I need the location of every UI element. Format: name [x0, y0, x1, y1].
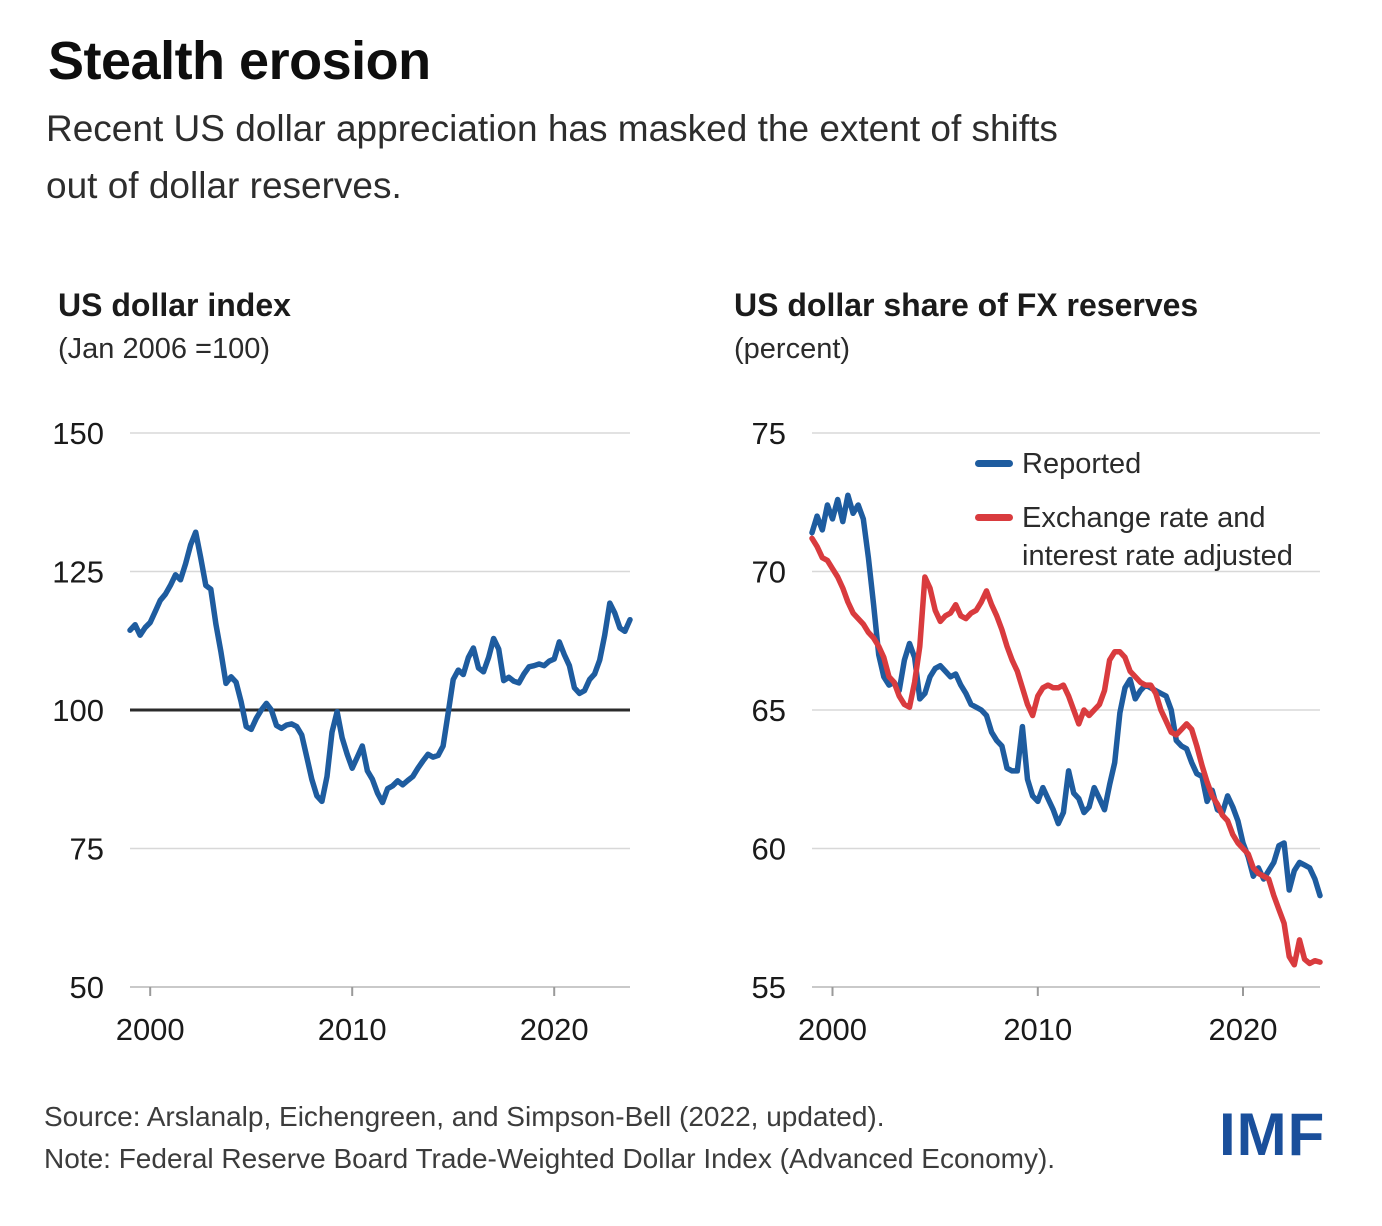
left-chart-header: US dollar index (Jan 2006 =100) [58, 287, 291, 366]
right-chart-header: US dollar share of FX reserves (percent) [734, 287, 1198, 366]
note-text: Note: Federal Reserve Board Trade-Weight… [44, 1143, 1056, 1174]
right-chart-title: US dollar share of FX reserves [734, 287, 1199, 323]
legend-label-reported: Reported [1022, 448, 1141, 480]
y-tick-label: 75 [752, 416, 786, 451]
source-text: Source: Arslanalp, Eichengreen, and Simp… [44, 1101, 885, 1132]
legend: Reported Exchange rate and interest rate a… [975, 448, 1293, 572]
y-tick-label: 50 [70, 970, 104, 1005]
y-tick-label: 125 [52, 555, 104, 590]
x-tick-label: 2010 [1003, 1012, 1072, 1047]
y-tick-label: 55 [752, 970, 786, 1005]
figure-title: Stealth erosion [48, 31, 431, 91]
legend-swatch-reported [975, 460, 1013, 467]
imf-logo: IMF [1219, 1101, 1326, 1168]
charts-canvas: 50 75 100 125 150 2000 2010 2020 55 60 65 70 75 2000 2… [0, 400, 1382, 1072]
charts-svg: 50 75 100 125 150 2000 2010 2020 55 60 65 70 75 2000 2… [52, 416, 1323, 1047]
chart-us-dollar-index: 50 75 100 125 150 2000 2010 2020 [52, 416, 633, 1047]
y-tick-label: 65 [752, 693, 786, 728]
y-tick-label: 75 [70, 832, 104, 867]
line-exchange-rate-and [809, 535, 1323, 968]
left-chart-unit: (Jan 2006 =100) [58, 333, 271, 365]
figure-subtitle: Recent US dollar appreciation has masked… [46, 108, 1058, 206]
legend-swatch-exchange-rate-and [975, 514, 1013, 521]
right-chart-unit: (percent) [734, 333, 851, 365]
left-chart-title: US dollar index [58, 287, 291, 323]
line-us-dollar-index [127, 529, 633, 806]
y-tick-label: 100 [52, 693, 104, 728]
legend-label-exchange-rate-and: Exchange rate and interest rate adjusted [1022, 502, 1293, 572]
y-tick-label: 60 [752, 832, 786, 867]
x-tick-label: 2000 [798, 1012, 867, 1047]
x-tick-label: 2000 [116, 1012, 185, 1047]
figure-footer: Source: Arslanalp, Eichengreen, and Simp… [44, 1096, 1055, 1180]
x-tick-label: 2020 [520, 1012, 589, 1047]
y-tick-label: 70 [752, 555, 786, 590]
y-tick-label: 150 [52, 416, 104, 451]
x-tick-label: 2010 [318, 1012, 387, 1047]
chart-us-dollar-share-of-fx-reserves: 55 60 65 70 75 2000 2010 2020 Reported Exchange r… [752, 416, 1323, 1047]
x-tick-label: 2020 [1209, 1012, 1278, 1047]
